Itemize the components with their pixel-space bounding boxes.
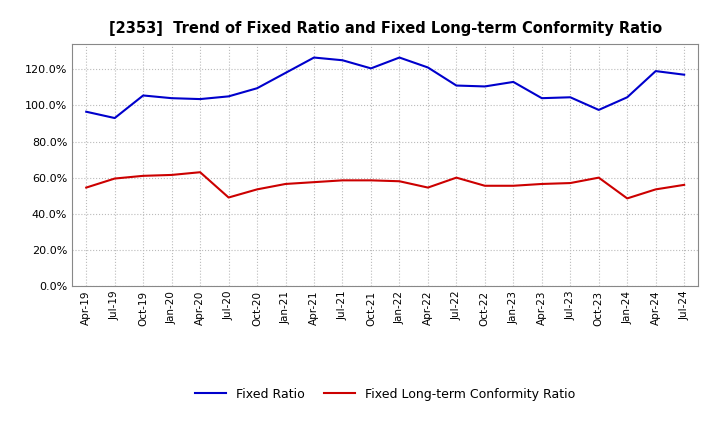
Fixed Ratio <box>225 94 233 99</box>
Fixed Ratio <box>310 55 318 60</box>
Fixed Long-term Conformity Ratio <box>423 185 432 190</box>
Fixed Long-term Conformity Ratio <box>310 180 318 185</box>
Fixed Ratio <box>595 107 603 113</box>
Legend: Fixed Ratio, Fixed Long-term Conformity Ratio: Fixed Ratio, Fixed Long-term Conformity … <box>190 383 580 406</box>
Fixed Ratio <box>110 115 119 121</box>
Fixed Ratio <box>423 65 432 70</box>
Fixed Ratio <box>282 70 290 76</box>
Fixed Long-term Conformity Ratio <box>566 180 575 186</box>
Title: [2353]  Trend of Fixed Ratio and Fixed Long-term Conformity Ratio: [2353] Trend of Fixed Ratio and Fixed Lo… <box>109 21 662 36</box>
Fixed Long-term Conformity Ratio <box>225 195 233 200</box>
Fixed Ratio <box>509 79 518 84</box>
Fixed Long-term Conformity Ratio <box>196 169 204 175</box>
Fixed Ratio <box>196 96 204 102</box>
Fixed Ratio <box>566 95 575 100</box>
Fixed Ratio <box>253 86 261 91</box>
Fixed Long-term Conformity Ratio <box>652 187 660 192</box>
Fixed Long-term Conformity Ratio <box>110 176 119 181</box>
Fixed Long-term Conformity Ratio <box>395 179 404 184</box>
Fixed Long-term Conformity Ratio <box>537 181 546 187</box>
Fixed Ratio <box>480 84 489 89</box>
Fixed Long-term Conformity Ratio <box>595 175 603 180</box>
Fixed Ratio <box>680 72 688 77</box>
Line: Fixed Long-term Conformity Ratio: Fixed Long-term Conformity Ratio <box>86 172 684 198</box>
Fixed Long-term Conformity Ratio <box>82 185 91 190</box>
Fixed Ratio <box>167 95 176 101</box>
Fixed Ratio <box>395 55 404 60</box>
Fixed Ratio <box>652 69 660 74</box>
Fixed Long-term Conformity Ratio <box>680 182 688 187</box>
Fixed Long-term Conformity Ratio <box>509 183 518 188</box>
Fixed Long-term Conformity Ratio <box>139 173 148 179</box>
Fixed Long-term Conformity Ratio <box>253 187 261 192</box>
Fixed Long-term Conformity Ratio <box>167 172 176 178</box>
Fixed Ratio <box>366 66 375 71</box>
Fixed Long-term Conformity Ratio <box>480 183 489 188</box>
Line: Fixed Ratio: Fixed Ratio <box>86 58 684 118</box>
Fixed Ratio <box>452 83 461 88</box>
Fixed Long-term Conformity Ratio <box>338 178 347 183</box>
Fixed Long-term Conformity Ratio <box>366 178 375 183</box>
Fixed Ratio <box>139 93 148 98</box>
Fixed Ratio <box>537 95 546 101</box>
Fixed Ratio <box>623 95 631 100</box>
Fixed Long-term Conformity Ratio <box>623 196 631 201</box>
Fixed Ratio <box>338 58 347 63</box>
Fixed Long-term Conformity Ratio <box>452 175 461 180</box>
Fixed Long-term Conformity Ratio <box>282 181 290 187</box>
Fixed Ratio <box>82 109 91 114</box>
